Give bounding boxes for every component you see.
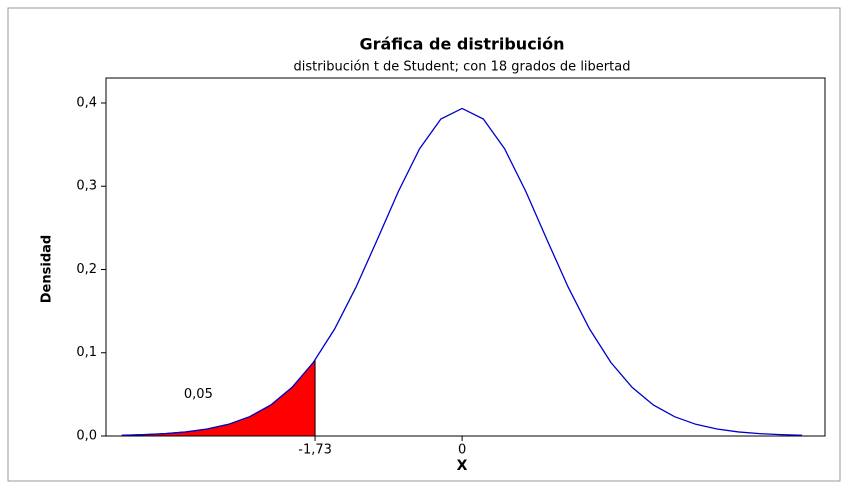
x-axis-label: X xyxy=(457,458,468,474)
plot-area xyxy=(105,77,826,437)
y-axis-label: Densidad xyxy=(40,235,55,303)
y-tick-label: 0,4 xyxy=(76,95,97,110)
shaded-label: 0,05 xyxy=(184,387,213,402)
y-tick-label: 0,0 xyxy=(76,429,97,444)
y-tick-label: 0,3 xyxy=(76,179,97,194)
x-tick-label: 0 xyxy=(458,443,466,458)
density-curve xyxy=(122,107,803,436)
y-tick-label: 0,1 xyxy=(76,345,97,360)
x-tick-label: -1,73 xyxy=(298,443,332,458)
chart-subtitle: distribución t de Student; con 18 grados… xyxy=(294,60,631,75)
y-tick-label: 0,2 xyxy=(76,262,97,277)
chart-title: Gráfica de distribución xyxy=(359,35,564,54)
